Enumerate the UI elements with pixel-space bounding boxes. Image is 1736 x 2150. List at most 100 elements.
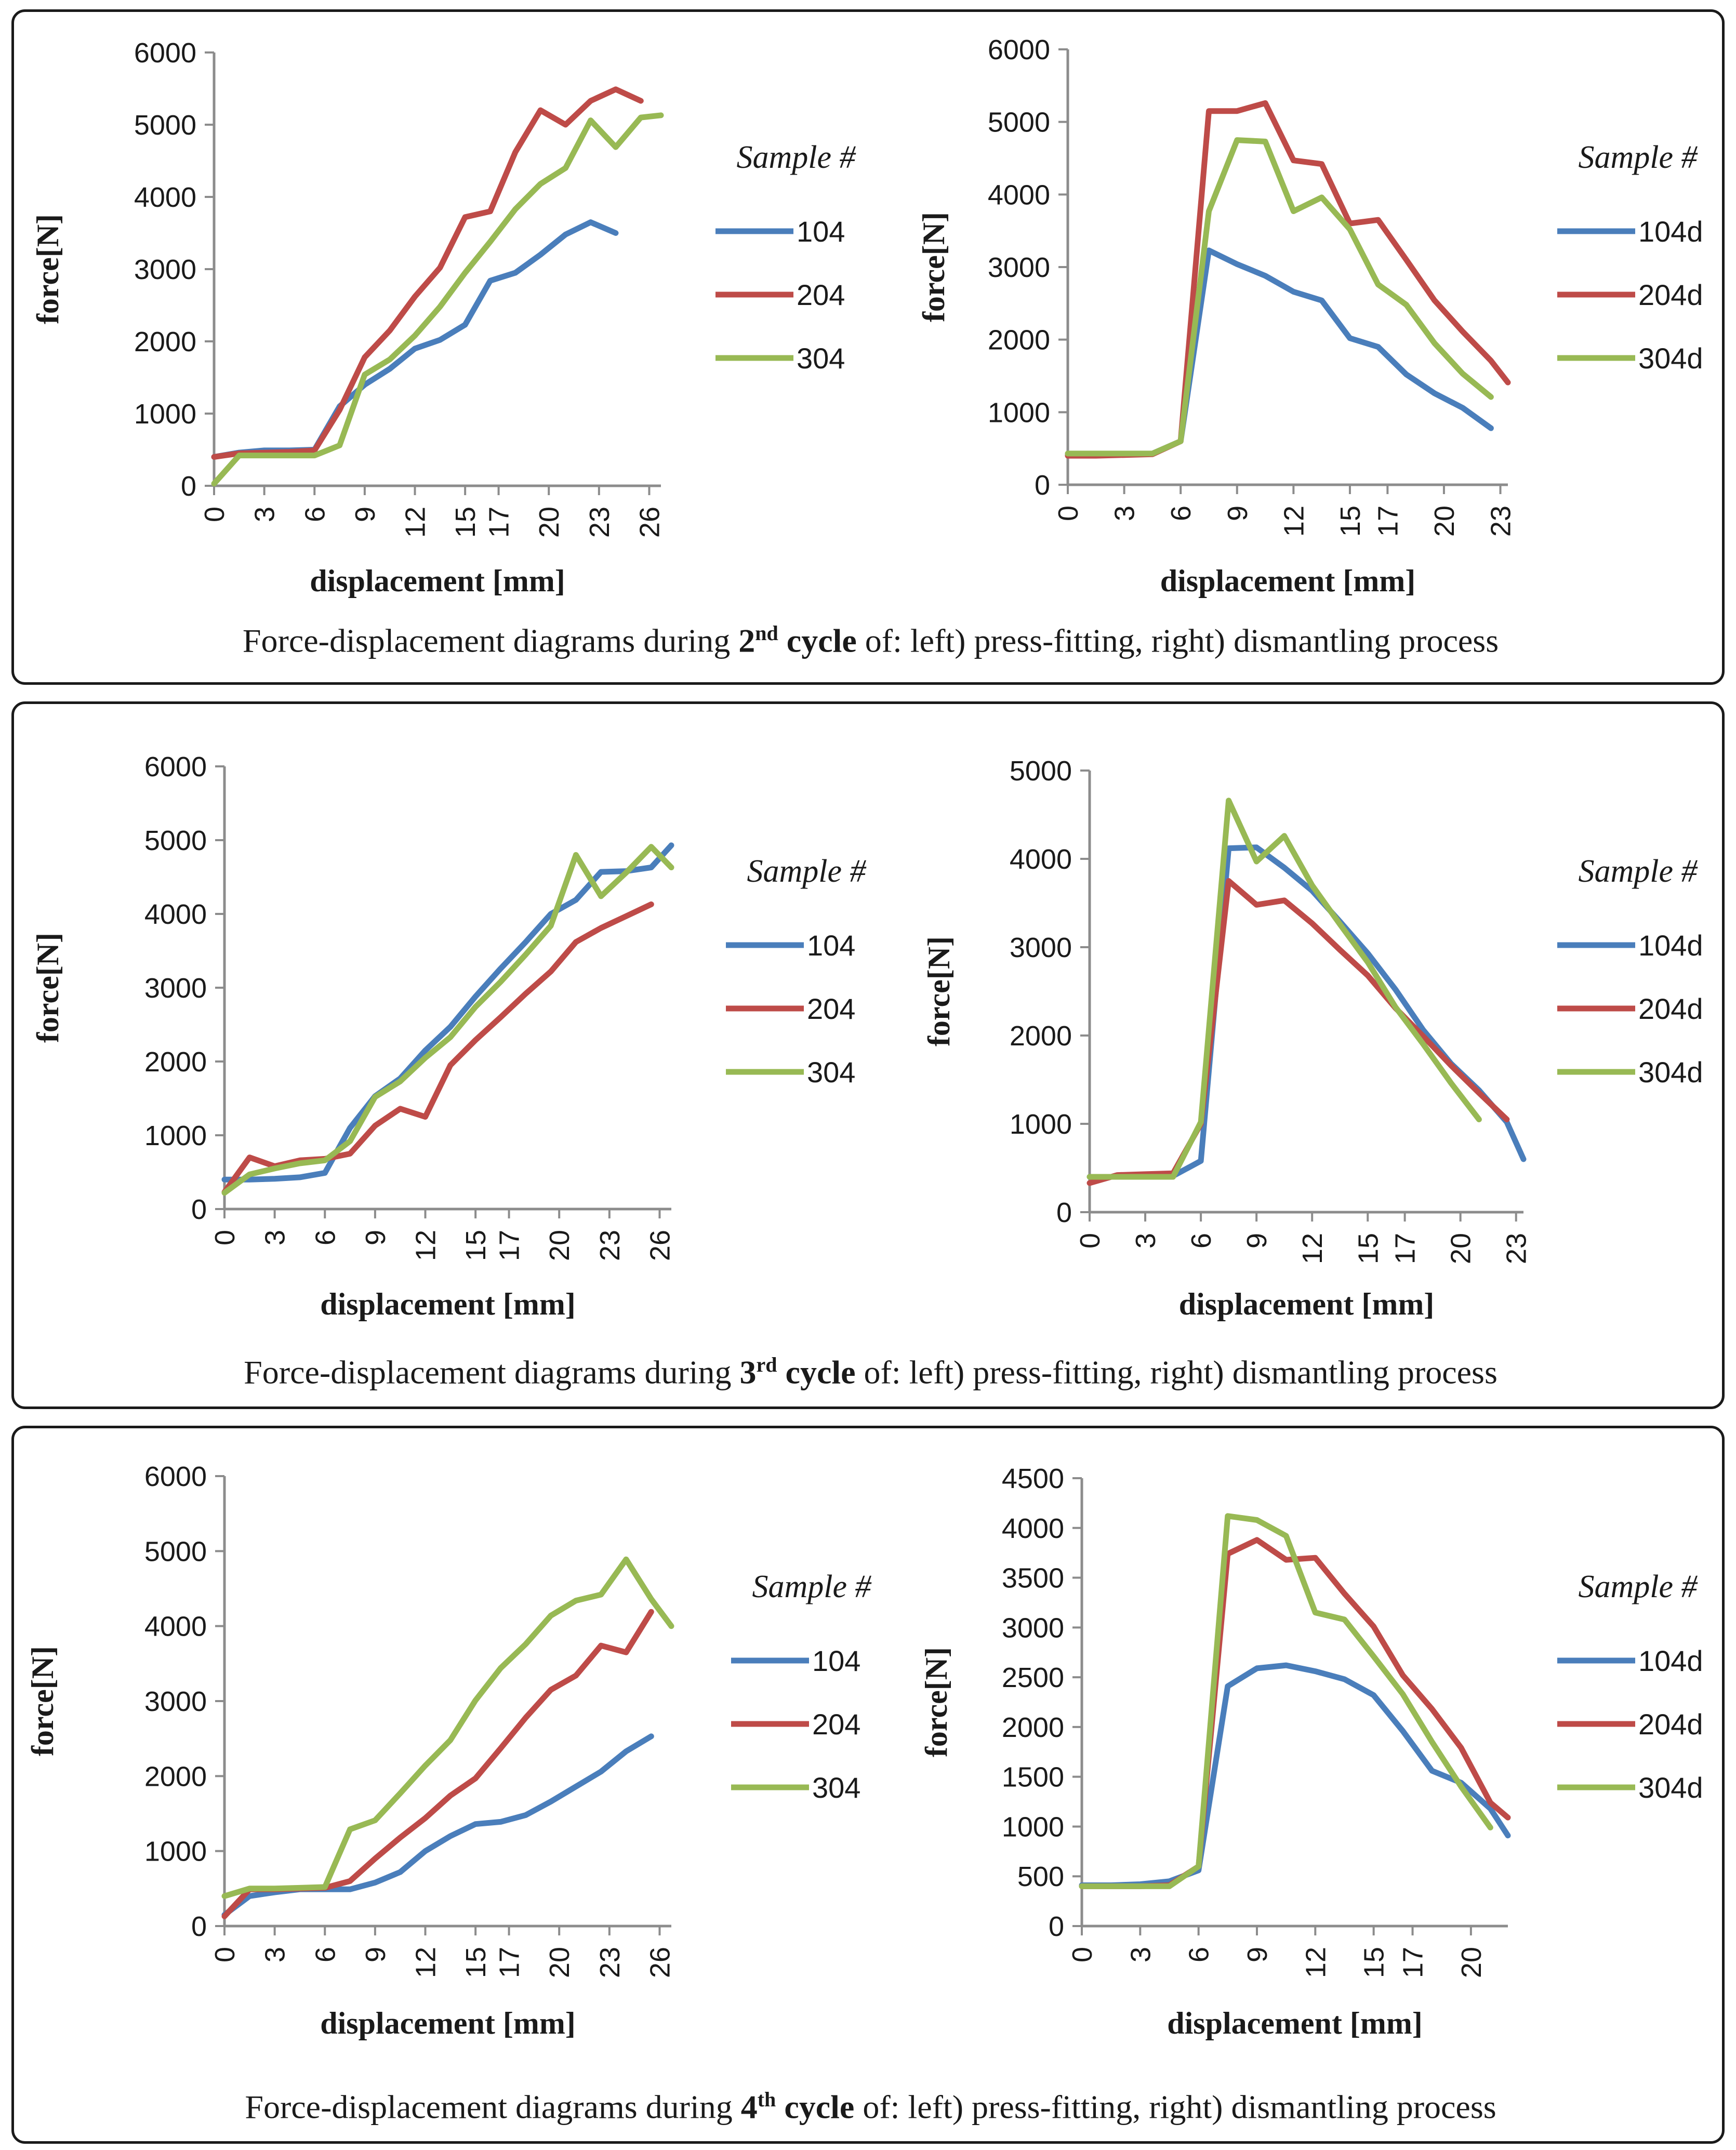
series-line-304d — [1065, 137, 1494, 457]
series-line-304 — [221, 844, 674, 1196]
x-tick-label: 26 — [634, 507, 665, 538]
y-tick-label: 3500 — [1002, 1563, 1064, 1594]
y-tick-label: 4000 — [1010, 844, 1072, 875]
y-tick-label: 4000 — [134, 182, 196, 213]
y-tick-label: 0 — [191, 1911, 207, 1942]
y-tick-label: 2000 — [144, 1046, 207, 1078]
legend-title: Sample # — [736, 140, 856, 175]
x-tick-label: 15 — [1359, 1947, 1390, 1978]
y-axis-title: force[N] — [917, 212, 951, 322]
x-tick-label: 17 — [1398, 1947, 1429, 1978]
y-tick-label: 6000 — [144, 1461, 207, 1492]
series-line-104 — [211, 219, 619, 460]
y-tick-label: 0 — [181, 471, 196, 502]
chart-cycle4-dismantle: 0 500 1000 1500 2000 2500 3000 3500 4000 4500 0 3 6 9… — [919, 1463, 1703, 2040]
series-line-204d — [1065, 100, 1511, 459]
y-axis-title: force[N] — [919, 1647, 953, 1757]
y-tick-label: 3000 — [988, 252, 1050, 283]
panel-cycle-2: 0 1000 2000 3000 4000 5000 6000 0 3 6 9 12 15 17 20 23 2… — [11, 9, 1725, 685]
x-tick-label: 17 — [1390, 1233, 1421, 1264]
x-tick-label: 0 — [1067, 1947, 1098, 1962]
legend-label-304d: 304d — [1638, 342, 1703, 375]
y-tick-label: 5000 — [144, 1536, 207, 1567]
x-axis-title: displacement [mm] — [310, 564, 565, 598]
y-tick-label: 4000 — [144, 899, 207, 930]
y-tick-label: 5000 — [988, 107, 1050, 138]
x-tick-label: 9 — [1222, 506, 1253, 521]
legend-title: Sample # — [1578, 1569, 1698, 1604]
x-tick-label: 0 — [209, 1947, 241, 1962]
y-tick-label: 4000 — [1002, 1513, 1064, 1544]
x-tick-label: 3 — [1109, 506, 1141, 521]
x-axis-title: displacement [mm] — [1179, 1287, 1435, 1321]
x-tick-label: 9 — [360, 1947, 391, 1962]
x-tick-label: 6 — [299, 507, 330, 522]
series-line-304 — [211, 112, 664, 487]
x-tick-label: 17 — [1372, 506, 1403, 537]
y-tick-label: 2000 — [1002, 1712, 1064, 1743]
legend-title: Sample # — [752, 1569, 871, 1604]
chart-cycle2-press: 0 1000 2000 3000 4000 5000 6000 0 3 6 9 12 15 17 20 23 2… — [31, 37, 856, 598]
chart-cycle3-dismantle: 0 1000 2000 3000 4000 5000 0 3 6 9 12 15 17 20 23 displ… — [922, 755, 1703, 1321]
x-tick-label: 23 — [1501, 1233, 1532, 1264]
x-tick-label: 20 — [534, 507, 565, 538]
x-tick-label: 15 — [460, 1230, 492, 1261]
caption-cycle-2: Force-displacement diagrams during 2nd c… — [242, 621, 1499, 659]
legend-title: Sample # — [1578, 854, 1698, 889]
x-tick-label: 20 — [1456, 1947, 1487, 1978]
x-tick-label: 15 — [460, 1947, 492, 1978]
x-tick-label: 20 — [544, 1230, 575, 1261]
x-axis-title: displacement [mm] — [1160, 564, 1416, 598]
legend-label-204d: 204d — [1638, 1708, 1703, 1741]
panel-cycle-4: 0 1000 2000 3000 4000 5000 6000 0 3 6 9 12 15 17 20 23 2… — [11, 1426, 1725, 2144]
x-tick-label: 17 — [494, 1947, 525, 1978]
series-line-304d — [1086, 798, 1482, 1180]
x-tick-label: 9 — [1242, 1947, 1273, 1962]
x-tick-label: 20 — [1429, 506, 1460, 537]
legend-label-304: 304 — [797, 342, 845, 375]
y-tick-label: 1500 — [1002, 1762, 1064, 1793]
y-tick-label: 2000 — [988, 325, 1050, 356]
x-tick-label: 3 — [249, 507, 281, 522]
x-tick-label: 6 — [1184, 1947, 1215, 1962]
x-tick-label: 3 — [260, 1230, 291, 1245]
legend-label-104d: 104d — [1638, 215, 1703, 248]
series-line-104d — [1086, 844, 1527, 1180]
legend-label-104d: 104d — [1638, 929, 1703, 962]
y-tick-label: 2000 — [1010, 1020, 1072, 1052]
series-line-204d — [1079, 1537, 1511, 1889]
chart-cycle2-dismantle: 0 1000 2000 3000 4000 5000 6000 0 3 6 9 12 15 17 20 23 d… — [917, 34, 1703, 598]
y-tick-label: 3000 — [1010, 932, 1072, 963]
legend-label-204: 204 — [807, 992, 855, 1025]
y-tick-label: 3000 — [144, 1686, 207, 1717]
x-tick-label: 6 — [310, 1947, 341, 1962]
y-axis-title: force[N] — [25, 1646, 60, 1756]
x-tick-label: 12 — [410, 1230, 442, 1261]
x-tick-label: 12 — [400, 507, 431, 538]
panel-cycle-3: 0 1000 2000 3000 4000 5000 6000 0 3 6 9 12 15 17 20 23 2… — [11, 701, 1725, 1409]
legend-label-204d: 204d — [1638, 992, 1703, 1025]
legend-title: Sample # — [1578, 140, 1698, 175]
x-tick-label: 3 — [1130, 1233, 1161, 1249]
legend-label-204: 204 — [797, 278, 845, 311]
y-tick-label: 0 — [1056, 1197, 1072, 1228]
x-tick-label: 26 — [644, 1230, 675, 1261]
chart-cycle4-press: 0 1000 2000 3000 4000 5000 6000 0 3 6 9 12 15 17 20 23 2… — [25, 1461, 872, 2040]
series-line-104 — [221, 842, 674, 1183]
y-tick-label: 4000 — [144, 1611, 207, 1642]
x-axis-title: displacement [mm] — [1167, 2006, 1423, 2040]
series-line-304 — [221, 1556, 674, 1899]
y-tick-label: 1000 — [144, 1836, 207, 1867]
series-line-204 — [221, 1609, 654, 1919]
x-tick-label: 12 — [410, 1947, 442, 1978]
x-axis-title: displacement [mm] — [320, 2006, 576, 2040]
x-tick-label: 23 — [1486, 506, 1517, 537]
x-tick-label: 23 — [584, 507, 615, 538]
y-axis-title: force[N] — [31, 933, 65, 1043]
x-tick-label: 23 — [594, 1230, 626, 1261]
x-tick-label: 12 — [1300, 1947, 1331, 1978]
y-tick-label: 500 — [1017, 1861, 1064, 1892]
y-axis-title: force[N] — [31, 214, 65, 324]
legend-label-104: 104 — [812, 1644, 860, 1677]
series-line-104d — [1079, 1662, 1511, 1888]
